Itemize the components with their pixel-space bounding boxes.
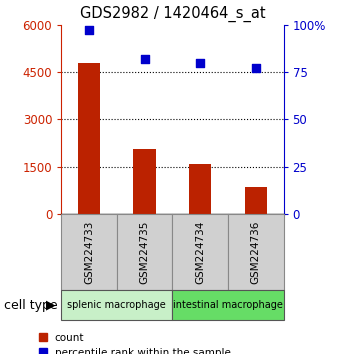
Bar (172, 290, 284, 320)
Text: ▶: ▶ (46, 299, 56, 312)
Bar (245, 187, 267, 214)
Text: cell type: cell type (4, 299, 57, 312)
Bar (228, 214, 284, 290)
Bar (133, 149, 156, 214)
Point (197, 60, 203, 65)
Bar (78, 63, 100, 214)
Point (142, 56, 147, 62)
Bar (117, 214, 172, 290)
Bar (61, 214, 117, 290)
Title: GDS2982 / 1420464_s_at: GDS2982 / 1420464_s_at (79, 6, 265, 22)
Text: GSM224734: GSM224734 (195, 221, 205, 284)
Point (253, 65, 259, 71)
Point (86, 28, 92, 33)
Text: GSM224735: GSM224735 (140, 221, 149, 284)
Bar (61, 290, 172, 320)
Legend: count, percentile rank within the sample: count, percentile rank within the sample (40, 333, 231, 354)
Text: GSM224733: GSM224733 (84, 221, 94, 284)
Bar (189, 164, 211, 214)
Bar (172, 214, 228, 290)
Text: intestinal macrophage: intestinal macrophage (173, 300, 283, 310)
Text: splenic macrophage: splenic macrophage (68, 300, 166, 310)
Text: GSM224736: GSM224736 (251, 221, 261, 284)
